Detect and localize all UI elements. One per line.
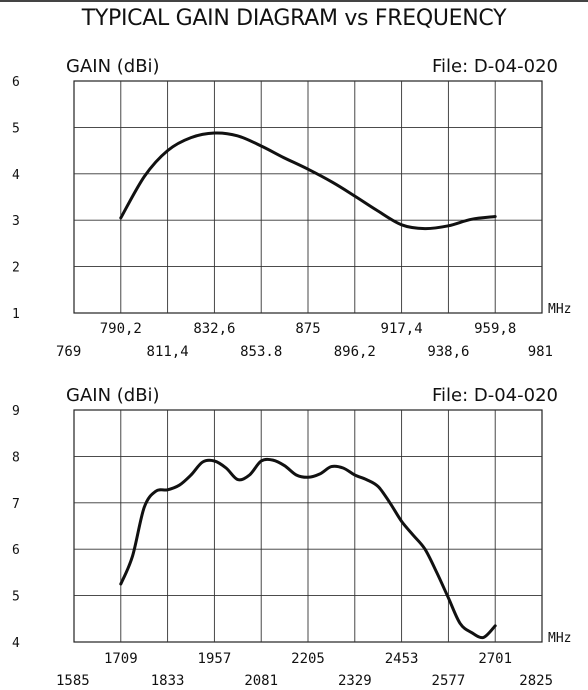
- chart2-xtick-lower-label: 2329: [338, 673, 372, 689]
- chart2-xtick-upper-label: 2453: [385, 651, 419, 667]
- chart2-ytick-label: 4: [12, 636, 20, 651]
- chart1-xtick-upper-label: 959,8: [474, 321, 516, 337]
- chart2-ytick-label: 8: [12, 450, 20, 465]
- chart2-xtick-lower-label: 1833: [151, 673, 185, 689]
- chart2-ytick-label: 7: [12, 497, 20, 512]
- chart2-xtick-upper-label: 1709: [104, 651, 138, 667]
- chart1-xtick-upper-label: 917,4: [381, 321, 423, 337]
- chart2-xtick-lower-label: 2825: [519, 673, 553, 689]
- chart2-unit-label: MHz: [548, 631, 571, 646]
- chart1-xtick-upper-label: 875: [295, 321, 320, 337]
- chart2-ytick-label: 6: [12, 543, 20, 558]
- chart2-xtick-lower-label: 1585: [56, 673, 90, 689]
- chart1-ytick-label: 2: [12, 261, 20, 276]
- chart2-file-label: File: D-04-020: [432, 385, 558, 406]
- chart1-ytick-label: 5: [12, 121, 20, 136]
- chart1-xtick-lower-label: 981: [528, 344, 553, 360]
- top-border: [0, 0, 588, 2]
- chart1-xtick-lower-label: 896,2: [334, 344, 376, 360]
- chart2-xtick-lower-label: 2577: [432, 673, 466, 689]
- chart1-xtick-lower-label: 853.8: [240, 344, 282, 360]
- page-title: TYPICAL GAIN DIAGRAM vs FREQUENCY: [81, 6, 507, 31]
- chart2-xtick-upper-label: 2701: [478, 651, 512, 667]
- chart1-ytick-label: 1: [12, 307, 20, 322]
- chart2-series-line: [119, 457, 497, 640]
- chart2-xtick-lower-label: 2081: [244, 673, 278, 689]
- chart1-xtick-lower-label: 938,6: [427, 344, 469, 360]
- chart1-file-label: File: D-04-020: [432, 56, 558, 77]
- chart2-ylabel: GAIN (dBi): [66, 385, 160, 406]
- chart1-series-line: [119, 131, 497, 231]
- chart1-ytick-label: 4: [12, 168, 20, 183]
- chart1-xtick-lower-label: 811,4: [147, 344, 189, 360]
- chart1-xtick-upper-label: 790,2: [100, 321, 142, 337]
- chart2-ytick-label: 5: [12, 590, 20, 605]
- chart1-ytick-label: 6: [12, 75, 20, 90]
- chart2-xtick-upper-label: 2205: [291, 651, 325, 667]
- chart1-unit-label: MHz: [548, 302, 571, 317]
- chart1-ylabel: GAIN (dBi): [66, 56, 160, 77]
- chart1-xtick-lower-label: 769: [56, 344, 81, 360]
- chart2-xtick-upper-label: 1957: [198, 651, 232, 667]
- chart1-ytick-label: 3: [12, 214, 20, 229]
- chart1-xtick-upper-label: 832,6: [193, 321, 235, 337]
- chart2-ytick-label: 9: [12, 404, 20, 419]
